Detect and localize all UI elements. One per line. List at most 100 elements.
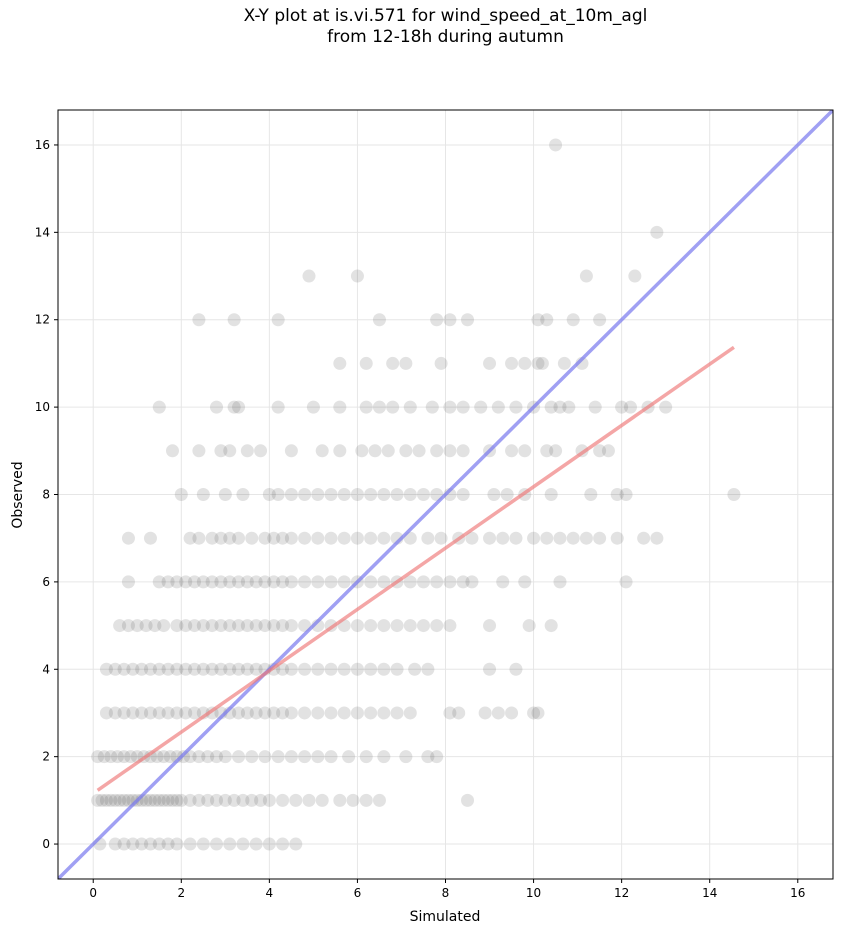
data-point — [179, 575, 193, 589]
data-point — [302, 269, 316, 283]
data-point — [350, 488, 364, 501]
data-point — [483, 531, 497, 545]
data-point — [210, 793, 224, 807]
x-tick-label: 0 — [89, 886, 97, 900]
data-point — [99, 793, 113, 807]
data-point — [205, 619, 219, 633]
data-point — [518, 356, 532, 370]
data-point — [223, 531, 237, 545]
data-point — [588, 400, 602, 414]
y-tick-label: 6 — [42, 575, 50, 589]
data-point — [386, 400, 400, 414]
data-point — [425, 400, 439, 414]
data-point — [421, 662, 435, 676]
data-point — [205, 662, 219, 676]
data-point — [359, 400, 373, 414]
data-point — [232, 619, 246, 633]
data-point — [218, 793, 232, 807]
data-point — [443, 444, 457, 458]
data-point — [104, 750, 118, 764]
data-point — [139, 619, 153, 633]
data-point — [430, 750, 444, 764]
data-point — [113, 619, 127, 633]
data-point — [372, 313, 386, 327]
data-point — [289, 837, 303, 851]
data-point — [416, 619, 430, 633]
data-point — [108, 706, 122, 720]
data-point — [298, 531, 312, 545]
data-point — [99, 662, 113, 676]
data-point — [474, 400, 488, 414]
data-point — [284, 488, 298, 501]
data-point — [218, 488, 232, 501]
data-point — [430, 313, 444, 327]
data-point — [276, 793, 290, 807]
data-point — [527, 531, 541, 545]
data-point — [130, 619, 144, 633]
data-point — [377, 750, 391, 764]
data-point — [258, 706, 272, 720]
data-point — [324, 750, 338, 764]
data-point — [152, 837, 166, 851]
data-point — [284, 444, 298, 458]
data-point — [152, 400, 166, 414]
data-point — [236, 793, 250, 807]
data-point — [456, 575, 470, 589]
data-point — [350, 619, 364, 633]
data-point — [126, 706, 140, 720]
data-point — [201, 793, 215, 807]
y-tick-label: 10 — [35, 400, 50, 414]
data-point — [227, 400, 241, 414]
data-point — [311, 575, 325, 589]
data-point — [509, 662, 523, 676]
x-tick-label: 4 — [266, 886, 274, 900]
data-point — [491, 400, 505, 414]
identity-line — [58, 110, 833, 879]
data-point — [557, 356, 571, 370]
data-point — [390, 662, 404, 676]
y-tick-label: 2 — [42, 750, 50, 764]
data-point — [121, 531, 135, 545]
data-point — [298, 662, 312, 676]
data-point — [284, 619, 298, 633]
data-point — [456, 444, 470, 458]
data-point — [531, 356, 545, 370]
data-point — [183, 531, 197, 545]
data-point — [258, 531, 272, 545]
data-point — [284, 662, 298, 676]
data-point — [152, 575, 166, 589]
data-point — [124, 750, 138, 764]
lines-layer — [58, 110, 833, 879]
data-point — [727, 488, 741, 501]
data-point — [196, 619, 210, 633]
data-point — [214, 619, 228, 633]
data-point — [522, 619, 536, 633]
data-point — [170, 837, 184, 851]
data-point — [579, 531, 593, 545]
x-axis: 0 2 4 6 8 10 12 14 16 — [89, 879, 805, 900]
data-point — [364, 531, 378, 545]
data-point — [333, 444, 347, 458]
data-point — [113, 793, 127, 807]
data-point — [443, 575, 457, 589]
data-point — [306, 400, 320, 414]
data-point — [531, 313, 545, 327]
data-point — [179, 619, 193, 633]
data-point — [593, 531, 607, 545]
data-point — [108, 662, 122, 676]
data-point — [311, 750, 325, 764]
data-point — [324, 531, 338, 545]
data-point — [196, 662, 210, 676]
data-point — [324, 488, 338, 501]
chart-title: X-Y plot at is.vi.571 for wind_speed_at_… — [0, 6, 843, 48]
data-point — [496, 575, 510, 589]
data-point — [350, 269, 364, 283]
data-point — [117, 662, 131, 676]
data-point — [232, 662, 246, 676]
data-point — [540, 531, 554, 545]
data-point — [566, 313, 580, 327]
data-point — [346, 793, 360, 807]
data-point — [249, 575, 263, 589]
data-point — [434, 356, 448, 370]
y-tick-label: 16 — [35, 138, 50, 152]
